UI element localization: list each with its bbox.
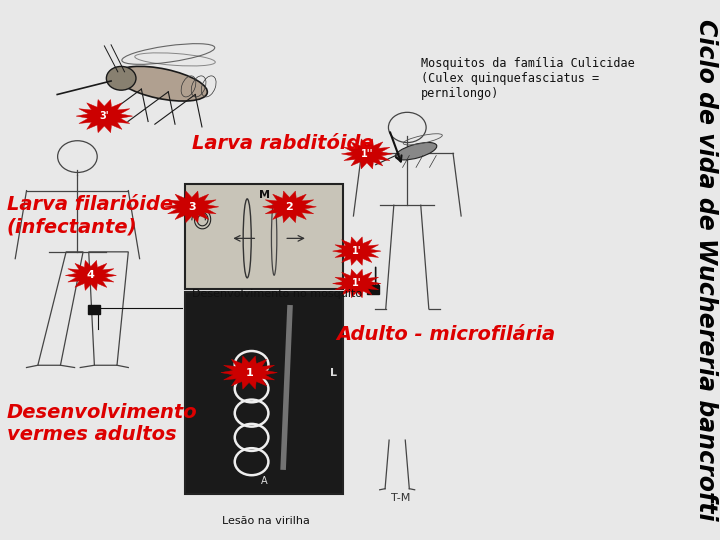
Text: 2: 2 (286, 202, 293, 212)
Ellipse shape (395, 143, 437, 160)
Text: 1: 1 (246, 368, 253, 377)
Bar (88, 305, 99, 314)
Text: A: A (261, 476, 268, 486)
Polygon shape (165, 191, 219, 222)
Circle shape (107, 66, 136, 90)
Polygon shape (76, 99, 132, 133)
Polygon shape (221, 356, 277, 389)
Polygon shape (341, 139, 392, 169)
Polygon shape (333, 237, 381, 265)
Text: Larva rabditóide: Larva rabditóide (192, 133, 374, 153)
Bar (185, 292, 343, 494)
Text: T-M: T-M (391, 493, 410, 503)
Text: Larva filarióide
(infectante): Larva filarióide (infectante) (6, 195, 173, 237)
Text: 3': 3' (99, 111, 109, 121)
Text: 1'': 1'' (361, 149, 373, 159)
Text: Desenvolvimento
vermes adultos: Desenvolvimento vermes adultos (6, 403, 197, 444)
Text: Adulto - microfilária: Adulto - microfilária (337, 325, 556, 345)
Ellipse shape (116, 66, 207, 101)
Text: M: M (258, 190, 270, 200)
Text: Desenvolvimento no mosquito: Desenvolvimento no mosquito (192, 289, 362, 299)
Text: 3: 3 (188, 202, 196, 212)
Polygon shape (333, 269, 381, 298)
Bar (185, 184, 343, 289)
Text: Mosquitos da família Culicidae
(Culex quinquefasciatus =
pernilongo): Mosquitos da família Culicidae (Culex qu… (420, 57, 634, 100)
Bar (367, 285, 379, 294)
Text: Ciclo de vida de Wuchereria bancrofti: Ciclo de vida de Wuchereria bancrofti (693, 19, 718, 521)
Polygon shape (263, 191, 316, 222)
Text: Lesão na virilha: Lesão na virilha (222, 516, 310, 526)
Text: 1': 1' (352, 246, 361, 256)
Text: L: L (330, 368, 337, 377)
Text: 1': 1' (352, 279, 361, 288)
Polygon shape (66, 260, 117, 291)
Text: 4: 4 (87, 271, 95, 280)
